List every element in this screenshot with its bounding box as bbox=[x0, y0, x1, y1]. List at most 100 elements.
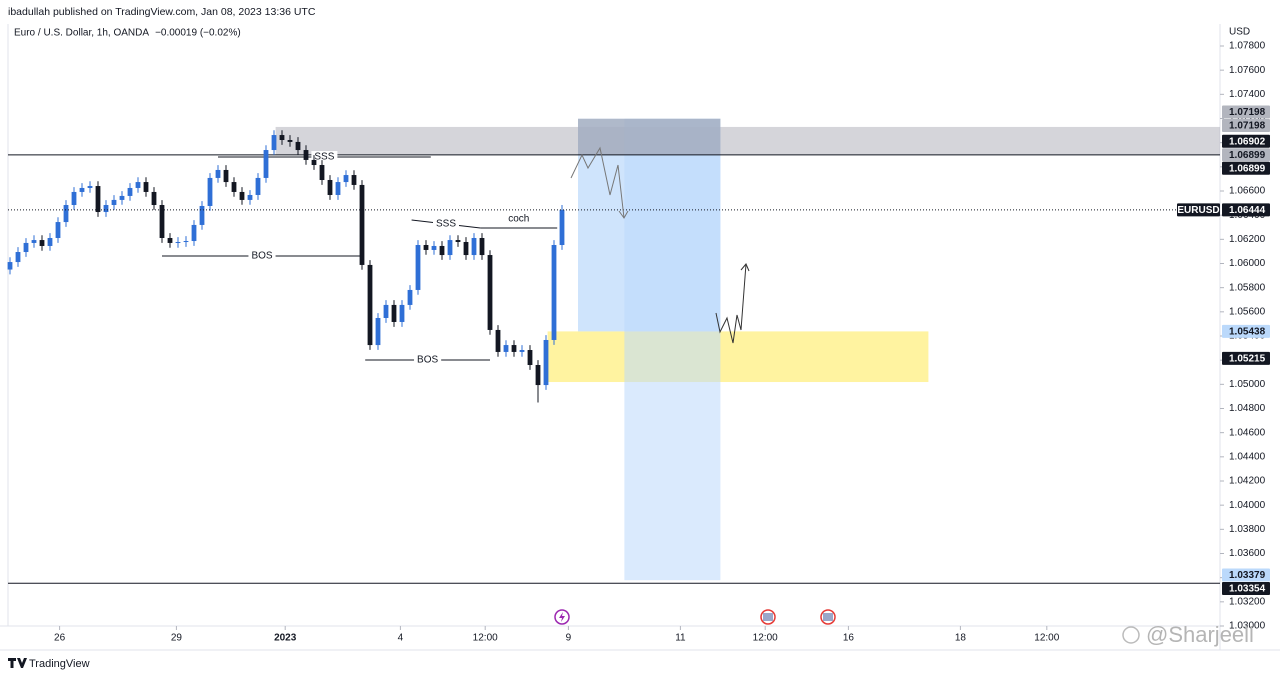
candle-body bbox=[111, 199, 117, 206]
candle-body bbox=[535, 364, 541, 386]
y-tick-label: 1.04600 bbox=[1229, 427, 1266, 438]
price-badge bbox=[1222, 134, 1270, 148]
candle-body bbox=[127, 187, 133, 196]
price-badge bbox=[1222, 568, 1270, 582]
candle-body bbox=[495, 329, 501, 352]
candle-body bbox=[95, 186, 101, 213]
candle-body bbox=[175, 241, 181, 243]
arrow-head bbox=[740, 263, 750, 272]
candle-body bbox=[295, 141, 301, 151]
candle-body bbox=[343, 175, 349, 183]
x-tick-label: 12:00 bbox=[1034, 633, 1059, 644]
y-tick-label: 1.04800 bbox=[1229, 403, 1266, 414]
candle-body bbox=[327, 179, 333, 195]
publisher: ibadullah published on TradingView.com, … bbox=[8, 6, 316, 18]
candle-body bbox=[87, 186, 93, 188]
candle-body bbox=[47, 237, 53, 246]
x-tick-label: 2023 bbox=[274, 633, 297, 644]
zone bbox=[578, 118, 721, 155]
y-tick-label: 1.03600 bbox=[1229, 548, 1266, 559]
hand-arrow bbox=[570, 146, 625, 219]
candle-body bbox=[271, 135, 277, 151]
candle-body bbox=[223, 169, 229, 183]
candle-body bbox=[135, 182, 141, 188]
candle-body bbox=[191, 224, 197, 242]
y-tick-label: 1.03200 bbox=[1229, 596, 1266, 607]
y-tick-label: 1.05800 bbox=[1229, 282, 1266, 293]
annotation-label: BOS bbox=[251, 251, 272, 262]
label-bg bbox=[311, 151, 338, 164]
price-badge bbox=[1222, 581, 1270, 595]
candle-body bbox=[335, 182, 341, 195]
price-badge bbox=[1222, 324, 1270, 338]
price-badge bbox=[1222, 351, 1270, 365]
candle-body bbox=[247, 194, 253, 200]
y-tick-label: 1.06000 bbox=[1229, 258, 1266, 269]
candle-body bbox=[215, 169, 221, 178]
candle-body bbox=[71, 191, 77, 206]
candle-body bbox=[375, 317, 381, 346]
arrow-head bbox=[618, 210, 629, 219]
candle-body bbox=[303, 150, 309, 160]
price-badge-label: 1.07198 bbox=[1229, 121, 1266, 132]
candle-body bbox=[151, 191, 157, 206]
x-tick-label: 9 bbox=[566, 633, 572, 644]
y-tick-label: 1.07400 bbox=[1229, 89, 1266, 100]
candle-body bbox=[79, 187, 85, 192]
candle-body bbox=[431, 245, 437, 250]
price-change: −0.00019 (−0.02%) bbox=[155, 28, 241, 39]
candle-body bbox=[415, 245, 421, 290]
candle-body bbox=[7, 262, 13, 270]
x-tick-label: 12:00 bbox=[753, 633, 778, 644]
candle-body bbox=[319, 165, 325, 180]
candle-body bbox=[23, 242, 29, 253]
y-tick-label: 1.04400 bbox=[1229, 451, 1266, 462]
price-badge-label: 1.05438 bbox=[1229, 327, 1266, 338]
y-tick-label: 1.03000 bbox=[1229, 621, 1266, 632]
candle-body bbox=[359, 184, 365, 265]
label-bg bbox=[248, 250, 276, 263]
annotation-label: SSS bbox=[314, 152, 334, 163]
candle-body bbox=[39, 240, 45, 246]
candle-body bbox=[503, 345, 509, 352]
candle-body bbox=[103, 205, 109, 213]
price-badge bbox=[1222, 161, 1270, 175]
zone bbox=[547, 331, 929, 383]
y-tick-label: 1.05000 bbox=[1229, 379, 1266, 390]
candle-body bbox=[183, 241, 189, 243]
candle-body bbox=[199, 205, 205, 225]
label-bg bbox=[432, 217, 460, 230]
footer: TradingView bbox=[29, 658, 90, 670]
price-badge-label: 1.03354 bbox=[1229, 584, 1266, 595]
candle-body bbox=[487, 255, 493, 330]
annotation-label: SSS bbox=[436, 219, 456, 230]
candle-body bbox=[471, 237, 477, 256]
price-badge bbox=[1222, 203, 1270, 217]
symbol-badge-label: EURUSD bbox=[1177, 205, 1219, 216]
y-tick-label: 1.04200 bbox=[1229, 476, 1266, 487]
candle-body bbox=[279, 135, 285, 141]
annotation-label: coch bbox=[508, 214, 529, 225]
x-tick-label: 11 bbox=[675, 633, 686, 644]
candle-body bbox=[519, 350, 525, 352]
event-icons bbox=[554, 609, 836, 625]
candle-body bbox=[239, 191, 245, 200]
price-badge-label: 1.06902 bbox=[1229, 136, 1266, 147]
candle-body bbox=[527, 350, 533, 365]
candle-body bbox=[439, 245, 445, 256]
chart-layers: Euro / U.S. Dollar, 1h, OANDA −0.00019 (−… bbox=[0, 24, 1270, 650]
price-badge-label: 1.03379 bbox=[1229, 570, 1266, 581]
price-badge bbox=[1222, 105, 1270, 119]
y-tick-label: 1.06600 bbox=[1229, 186, 1266, 197]
event-glyph bbox=[559, 612, 565, 622]
candle-body bbox=[159, 205, 165, 238]
candle-body bbox=[479, 237, 485, 256]
candle-body bbox=[447, 240, 453, 256]
x-tick-label: 29 bbox=[171, 633, 183, 644]
price-badge-label: 1.05215 bbox=[1229, 353, 1266, 364]
candle-body bbox=[119, 195, 125, 200]
candle-body bbox=[511, 345, 517, 352]
candle-body bbox=[407, 289, 413, 305]
candle-body bbox=[31, 240, 37, 243]
